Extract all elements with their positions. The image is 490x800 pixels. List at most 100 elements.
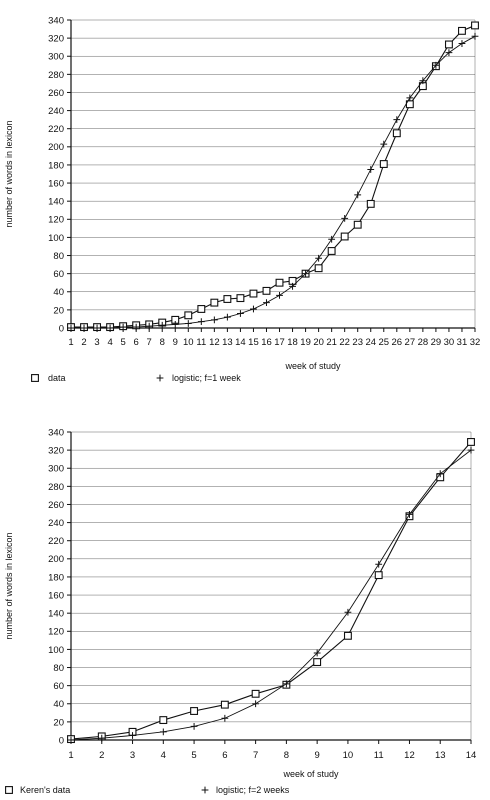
x-tick-label: 13 [435, 750, 446, 761]
x-tick-label: 8 [284, 750, 289, 761]
x-tick-label: 6 [134, 337, 139, 348]
data-point-square [262, 286, 271, 295]
y-tick-label: 340 [48, 15, 64, 26]
x-tick-label: 20 [313, 337, 324, 348]
y-tick-label: 320 [48, 446, 64, 457]
data-point-plus [467, 446, 475, 454]
x-tick-label: 26 [392, 337, 403, 348]
data-point-plus [375, 560, 383, 568]
x-tick-label: 14 [235, 337, 246, 348]
y-tick-label: 100 [48, 645, 64, 656]
legend-entry: logistic; f=2 weeks [201, 785, 290, 795]
y-tick-label: 320 [48, 34, 64, 45]
x-tick-label: 5 [191, 750, 196, 761]
data-point-plus [132, 323, 140, 331]
data-point-plus [93, 324, 101, 332]
y-tick-label: 80 [53, 663, 64, 674]
data-point-plus [171, 320, 179, 328]
y-tick-label: 100 [48, 233, 64, 244]
data-point-plus [190, 723, 198, 730]
y-tick-label: 160 [48, 590, 64, 601]
series-line [70, 449, 472, 741]
chart-panel-2: 0 20 40 60 80 100 120 140 160 180 200 220 240 260 280 3… [4, 427, 476, 795]
x-tick-label: 30 [444, 337, 455, 348]
data-point-plus [344, 608, 352, 616]
data-point-square [275, 278, 284, 287]
x-tick-label: 9 [173, 337, 178, 348]
x-tick-label: 4 [107, 337, 112, 348]
series-line [70, 441, 472, 740]
data-point-plus [159, 728, 167, 736]
data-point-square [184, 311, 193, 320]
legend-label: logistic; f=2 weeks [216, 785, 290, 795]
y-tick-label: 180 [48, 160, 64, 171]
data-point-square [458, 26, 466, 35]
data-point-plus [145, 322, 153, 330]
y-tick-label: 40 [53, 287, 64, 298]
x-tick-label: 12 [404, 750, 415, 761]
data-point-square [236, 294, 245, 303]
y-tick-label: 200 [48, 554, 64, 565]
data-point-plus [237, 310, 244, 317]
x-tick-label: 24 [365, 337, 376, 348]
series-data [67, 21, 479, 332]
data-point-square [197, 305, 206, 313]
y-tick-label: 0 [59, 323, 64, 334]
y-tick-label: 280 [48, 70, 64, 81]
x-tick-label: 27 [405, 337, 416, 348]
x-tick-label: 7 [253, 750, 258, 761]
x-tick-label: 23 [352, 337, 363, 348]
data-point-plus [328, 235, 336, 243]
data-point-square [313, 658, 322, 667]
data-point-plus [367, 166, 375, 173]
y-tick-label: 120 [48, 215, 64, 226]
data-point-plus [80, 324, 88, 332]
data-point-plus [223, 313, 231, 321]
y-axis-label: number of words in lexicon [4, 120, 14, 227]
y-tick-label: 120 [48, 627, 64, 638]
x-tick-label: 2 [99, 750, 104, 761]
data-point-plus [197, 318, 205, 326]
data-point-plus [315, 254, 323, 262]
data-point-square [444, 40, 453, 49]
y-tick-label: 0 [59, 735, 64, 746]
x-tick-label: 16 [261, 337, 272, 348]
data-point-plus [445, 49, 453, 57]
x-tick-label: 19 [300, 337, 311, 348]
data-point-plus [471, 32, 479, 40]
series-logistic-fit [67, 446, 475, 744]
data-point-square [379, 160, 388, 168]
data-point-plus [282, 680, 290, 688]
legend-entry: Keren's data [5, 785, 70, 795]
x-tick-label: 17 [274, 337, 285, 348]
data-point-plus [106, 324, 114, 332]
data-point-square [340, 232, 349, 241]
x-tick-label: 10 [343, 750, 354, 761]
y-tick-label: 180 [48, 572, 64, 583]
x-tick-label: 2 [81, 337, 86, 348]
legend-square-icon [31, 374, 39, 382]
legend-plus-icon [201, 786, 209, 794]
x-tick-label: 1 [68, 337, 73, 348]
data-point-square [366, 199, 375, 208]
x-tick-label: 3 [94, 337, 99, 348]
y-tick-label: 220 [48, 536, 64, 547]
legend-entry: logistic; f=1 week [156, 373, 241, 383]
y-tick-label: 20 [53, 717, 64, 728]
data-point-plus [458, 40, 466, 47]
x-tick-label: 14 [466, 750, 477, 761]
data-point-plus [289, 282, 296, 290]
data-point-square [467, 438, 475, 446]
y-tick-label: 60 [53, 681, 64, 692]
legend-square-icon [5, 786, 13, 794]
x-tick-label: 18 [287, 337, 298, 348]
legend-plus-icon [156, 374, 164, 382]
y-tick-label: 300 [48, 52, 64, 63]
x-tick-label: 22 [339, 337, 350, 348]
data-point-plus [129, 732, 136, 739]
chart-panel-1: 0204060801001201401601802002202402602803… [4, 15, 480, 383]
legend-entry: data [31, 373, 66, 383]
data-point-plus [98, 734, 106, 742]
